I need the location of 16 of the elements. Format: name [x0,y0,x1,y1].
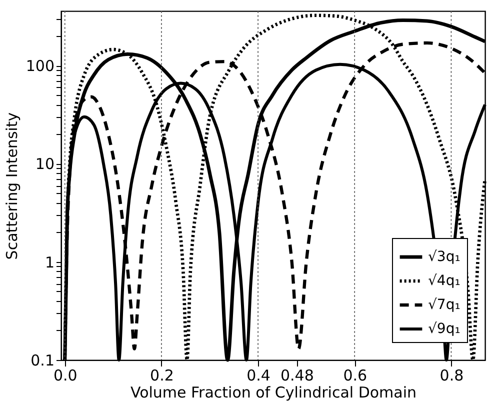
legend-label: √7q₁ [428,297,460,313]
x-tick-label: 0.6 [343,366,368,384]
legend-label: √9q₁ [428,321,460,337]
legend-label: √3q₁ [428,249,460,265]
y-tick-label: 1 [44,253,54,272]
x-axis-title: Volume Fraction of Cylindrical Domain [130,384,417,402]
y-tick-label: 10 [35,155,54,174]
x-tick-label: 0.2 [150,366,174,384]
y-tick-label: 100 [26,57,54,76]
y-tick-label: 0.1 [30,352,54,370]
x-tick-label: 0.48 [280,366,314,384]
y-axis-title: Scattering Intensity [2,112,21,260]
x-tick-label: 0.8 [440,366,464,384]
x-tick-label: 0.4 [246,366,270,384]
x-tick-label: 0.0 [53,366,78,384]
legend-label: √4q₁ [428,273,460,289]
